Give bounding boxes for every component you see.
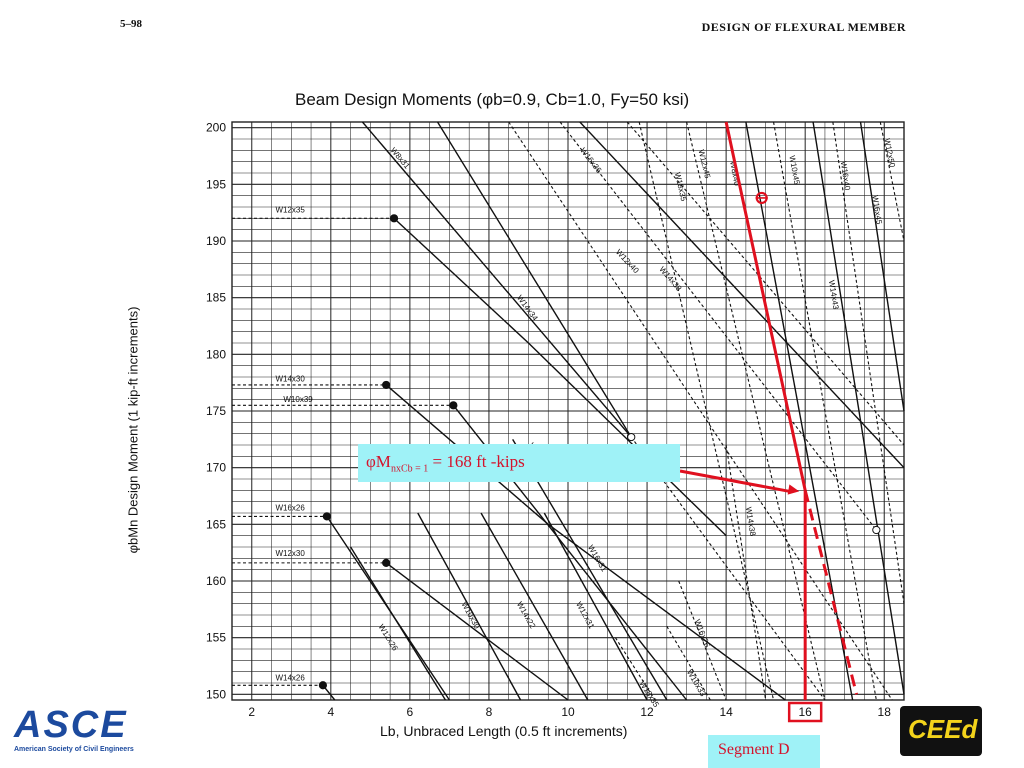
y-tick-label: 200 [206,121,226,135]
design-curve-solid [724,121,807,491]
series-point [382,558,391,567]
x-tick-label: 6 [407,705,414,719]
series-line [361,121,632,438]
callout-prefix: φM [366,452,391,471]
series-label: W12x35 [275,206,305,215]
series-line [626,121,905,446]
x-tick-label: 8 [486,705,493,719]
series-line [417,512,522,701]
series-line [725,444,767,701]
moment-callout: φMnxCb = 1 = 168 ft -kips [358,444,680,482]
series-line [543,512,648,701]
series-line [614,637,656,701]
ceed-logo-text: CEEd [908,714,978,744]
x-tick-label: 16 [798,705,812,719]
series-label: W14x38 [744,506,757,537]
x-tick-labels: 2 4 6 8 10 12 14 16 18 [248,705,891,719]
series-label: W12x45 [697,149,713,180]
series-label: W10x45 [787,155,801,186]
series-line [512,438,668,701]
series-line [773,121,877,701]
asce-logo: ASCE American Society of Civil Engineers [14,706,170,758]
x-tick-label: 12 [640,705,654,719]
x-tick-label: 4 [327,705,334,719]
x-tick-label: 10 [561,705,575,719]
y-tick-label: 150 [206,687,226,701]
y-tick-label: 195 [206,177,226,191]
series-label: W14x30 [275,375,305,384]
series-line [508,121,893,701]
annotation-layer [679,121,859,723]
series-line [480,512,589,701]
series-line [527,342,727,537]
series-line [859,121,905,412]
series-point [872,525,881,535]
y-tick-label: 185 [206,291,226,305]
marker-layer [318,214,881,690]
series-label: W16x26 [275,504,305,513]
x-tick-label: 14 [719,705,733,719]
series-point [382,380,391,390]
y-tick-labels: 150 155 160 165 170 175 180 185 190 195 200 [206,121,226,702]
series-label: W10x39 [283,395,313,404]
design-curve-dashed [803,489,859,695]
series-point [449,401,458,410]
callout-value: = 168 ft -kips [428,452,525,471]
y-tick-label: 190 [206,234,226,248]
x-tick-label: 2 [248,705,255,719]
y-tick-label: 165 [206,517,226,531]
series-line [385,562,569,701]
y-tick-label: 175 [206,404,226,418]
grid-layer [231,121,905,701]
chart-title: Beam Design Moments (φb=0.9, Cb=1.0, Fy=… [295,90,690,109]
callout-arrow-head [787,484,800,495]
series-label: W14x38 [657,265,683,294]
series-line [547,523,786,701]
series-line [349,546,447,701]
series-label: W14x26 [275,674,305,683]
series-layer [232,121,905,701]
series-label: W16x45 [870,195,883,226]
series-point [318,681,328,690]
asce-logo-caption: American Society of Civil Engineers [14,746,134,753]
series-line [559,121,877,531]
ceed-logo: CEEd [900,706,982,756]
section-header: DESIGN OF FLEXURAL MEMBER [701,20,906,34]
y-tick-label: 160 [206,574,226,588]
asce-logo-text: ASCE [14,704,128,746]
page-number: 5–98 [120,18,142,30]
highlight-tick-box [787,701,823,723]
series-line [579,121,905,469]
y-tick-label: 170 [206,461,226,475]
series-line [678,580,727,701]
series-line [436,121,632,438]
series-line [832,121,905,604]
callout-subscript: nxCb = 1 [390,463,429,475]
series-label: W18x35 [673,171,689,202]
series-line [630,436,826,701]
y-tick-label: 155 [206,631,226,645]
series-point [322,512,331,521]
y-tick-label: 180 [206,347,226,361]
series-line [812,121,905,695]
series-line [686,121,826,701]
series-point [627,432,636,442]
series-label: W12x30 [275,549,305,558]
series-label: W16x40 [839,161,852,192]
callout-arrow-shaft [679,469,790,493]
series-line [879,121,905,242]
x-tick-label: 18 [878,705,892,719]
x-axis-label: Lb, Unbraced Length (0.5 ft increments) [380,723,628,739]
series-point [389,214,399,223]
segment-label: Segment D [708,735,820,768]
series-line [393,217,529,344]
